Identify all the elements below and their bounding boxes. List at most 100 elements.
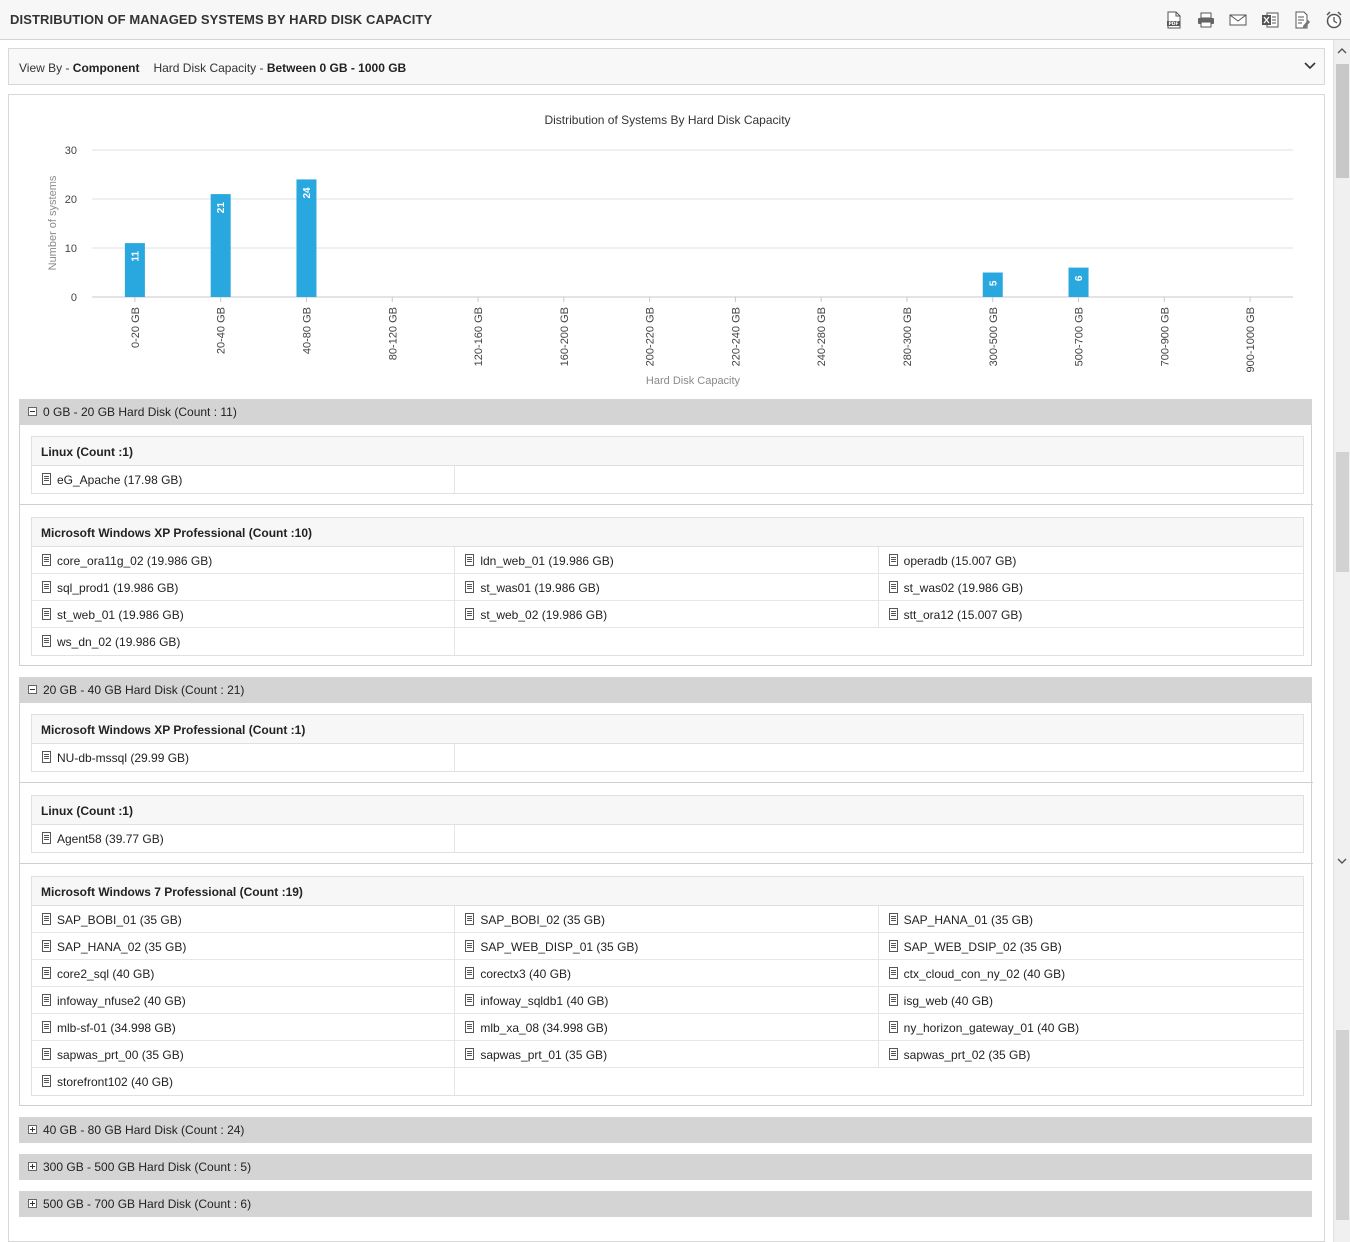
system-item[interactable]: infoway_nfuse2 (40 GB) xyxy=(32,987,456,1013)
server-icon xyxy=(465,554,475,566)
report-panel: Distribution of Systems By Hard Disk Cap… xyxy=(8,94,1325,1242)
system-item[interactable]: st_web_01 (19.986 GB) xyxy=(32,601,456,627)
system-row: eG_Apache (17.98 GB) xyxy=(32,466,1303,493)
os-block: Microsoft Windows XP Professional (Count… xyxy=(31,517,1304,656)
system-name: core_ora11g_02 (19.986 GB) xyxy=(57,554,213,568)
system-item[interactable]: SAP_HANA_02 (35 GB) xyxy=(32,933,456,959)
scroll-up-icon[interactable] xyxy=(1337,44,1347,58)
system-item[interactable]: core2_sql (40 GB) xyxy=(32,960,456,986)
bar xyxy=(982,272,1003,297)
system-item[interactable]: NU-db-mssql (29.99 GB) xyxy=(32,744,456,771)
system-item[interactable]: mlb-sf-01 (34.998 GB) xyxy=(32,1014,456,1040)
system-item[interactable]: stt_ora12 (15.007 GB) xyxy=(879,601,1303,627)
system-item[interactable]: sapwas_prt_01 (35 GB) xyxy=(455,1041,879,1067)
system-item[interactable]: SAP_BOBI_01 (35 GB) xyxy=(32,906,456,932)
chevron-down-icon[interactable] xyxy=(1304,60,1316,74)
system-item[interactable]: mlb_xa_08 (34.998 GB) xyxy=(455,1014,879,1040)
system-item[interactable]: isg_web (40 GB) xyxy=(879,987,1303,1013)
view-by-value: Component xyxy=(72,61,140,75)
system-name: storefront102 (40 GB) xyxy=(57,1075,174,1089)
system-name: isg_web (40 GB) xyxy=(903,994,994,1008)
scroll-thumb-lower[interactable] xyxy=(1336,1030,1349,1220)
system-name: mlb_xa_08 (34.998 GB) xyxy=(480,1021,608,1035)
system-item[interactable]: SAP_WEB_DSIP_02 (35 GB) xyxy=(879,933,1303,959)
group-header[interactable]: 20 GB - 40 GB Hard Disk (Count : 21) xyxy=(19,677,1312,703)
server-icon xyxy=(42,554,51,566)
collapse-icon[interactable] xyxy=(28,685,37,694)
server-icon xyxy=(42,608,51,620)
system-item[interactable]: st_was01 (19.986 GB) xyxy=(455,574,879,600)
system-item[interactable]: sql_prod1 (19.986 GB) xyxy=(32,574,456,600)
system-item[interactable]: sapwas_prt_02 (35 GB) xyxy=(879,1041,1303,1067)
system-name: ws_dn_02 (19.986 GB) xyxy=(57,635,181,649)
scroll-thumb-secondary[interactable] xyxy=(1336,452,1349,572)
x-tick-label: 240-280 GB xyxy=(816,307,828,366)
os-title: Microsoft Windows XP Professional (Count… xyxy=(32,715,1303,744)
system-item[interactable]: ny_horizon_gateway_01 (40 GB) xyxy=(879,1014,1303,1040)
server-icon xyxy=(465,1048,475,1060)
server-icon xyxy=(888,554,898,566)
expand-icon[interactable] xyxy=(28,1199,37,1208)
server-icon xyxy=(888,1021,898,1033)
server-icon xyxy=(42,751,51,763)
print-icon[interactable] xyxy=(1196,10,1216,30)
system-item[interactable]: st_was02 (19.986 GB) xyxy=(879,574,1303,600)
group-header[interactable]: 500 GB - 700 GB Hard Disk (Count : 6) xyxy=(19,1191,1312,1217)
system-item[interactable]: SAP_BOBI_02 (35 GB) xyxy=(455,906,879,932)
group-header[interactable]: 40 GB - 80 GB Hard Disk (Count : 24) xyxy=(19,1117,1312,1143)
system-name: SAP_BOBI_01 (35 GB) xyxy=(57,913,182,927)
system-item[interactable]: operadb (15.007 GB) xyxy=(879,547,1303,573)
vertical-scrollbar[interactable] xyxy=(1333,40,1350,1242)
report-icon[interactable] xyxy=(1292,10,1312,30)
expand-icon[interactable] xyxy=(28,1162,37,1171)
x-tick-label: 500-700 GB xyxy=(1074,307,1086,366)
server-icon xyxy=(465,940,475,952)
server-icon xyxy=(42,473,51,485)
system-item[interactable]: ws_dn_02 (19.986 GB) xyxy=(32,628,456,655)
system-item[interactable]: corectx3 (40 GB) xyxy=(455,960,879,986)
system-item[interactable]: eG_Apache (17.98 GB) xyxy=(32,466,456,493)
y-axis-label: Number of systems xyxy=(47,175,59,270)
bar-data-label: 24 xyxy=(302,187,313,199)
system-name: NU-db-mssql (29.99 GB) xyxy=(57,751,190,765)
system-name: st_was02 (19.986 GB) xyxy=(903,581,1024,595)
filter-bar[interactable]: View By - Component Hard Disk Capacity - … xyxy=(8,48,1325,85)
system-item[interactable]: infoway_sqldb1 (40 GB) xyxy=(455,987,879,1013)
server-icon xyxy=(42,967,51,979)
excel-icon[interactable] xyxy=(1260,10,1280,30)
system-item[interactable]: SAP_HANA_01 (35 GB) xyxy=(879,906,1303,932)
x-tick-label: 160-200 GB xyxy=(559,307,571,366)
bar-data-label: 11 xyxy=(130,251,141,262)
system-item[interactable]: ldn_web_01 (19.986 GB) xyxy=(455,547,879,573)
system-item[interactable]: sapwas_prt_00 (35 GB) xyxy=(32,1041,456,1067)
system-name: infoway_sqldb1 (40 GB) xyxy=(480,994,609,1008)
system-name: ny_horizon_gateway_01 (40 GB) xyxy=(903,1021,1080,1035)
alarm-clock-icon[interactable] xyxy=(1324,10,1344,30)
x-tick-label: 20-40 GB xyxy=(216,307,228,354)
group-header[interactable]: 300 GB - 500 GB Hard Disk (Count : 5) xyxy=(19,1154,1312,1180)
server-icon xyxy=(42,994,51,1006)
os-title: Microsoft Windows 7 Professional (Count … xyxy=(32,877,1303,906)
pdf-icon[interactable]: PDF xyxy=(1164,10,1184,30)
os-title: Microsoft Windows XP Professional (Count… xyxy=(32,518,1303,547)
scroll-down-icon[interactable] xyxy=(1337,854,1347,868)
system-row: mlb-sf-01 (34.998 GB) mlb_xa_08 (34.998 G… xyxy=(32,1014,1303,1041)
system-item[interactable]: st_web_02 (19.986 GB) xyxy=(455,601,879,627)
y-tick-label: 20 xyxy=(65,194,77,206)
expand-icon[interactable] xyxy=(28,1125,37,1134)
system-item[interactable]: ctx_cloud_con_ny_02 (40 GB) xyxy=(879,960,1303,986)
title-bar: DISTRIBUTION OF MANAGED SYSTEMS BY HARD … xyxy=(0,0,1350,40)
system-row: sapwas_prt_00 (35 GB) sapwas_prt_01 (35 G… xyxy=(32,1041,1303,1068)
os-block: Microsoft Windows 7 Professional (Count … xyxy=(31,876,1304,1096)
system-row: ws_dn_02 (19.986 GB) xyxy=(32,628,1303,655)
system-item[interactable]: storefront102 (40 GB) xyxy=(32,1068,456,1095)
group-label: 40 GB - 80 GB Hard Disk (Count : 24) xyxy=(43,1123,245,1137)
scroll-thumb[interactable] xyxy=(1336,64,1349,178)
group-header[interactable]: 0 GB - 20 GB Hard Disk (Count : 11) xyxy=(19,399,1312,425)
empty-cell xyxy=(455,825,1303,852)
mail-icon[interactable] xyxy=(1228,10,1248,30)
collapse-icon[interactable] xyxy=(28,407,37,416)
system-item[interactable]: Agent58 (39.77 GB) xyxy=(32,825,456,852)
system-item[interactable]: core_ora11g_02 (19.986 GB) xyxy=(32,547,456,573)
system-item[interactable]: SAP_WEB_DISP_01 (35 GB) xyxy=(455,933,879,959)
